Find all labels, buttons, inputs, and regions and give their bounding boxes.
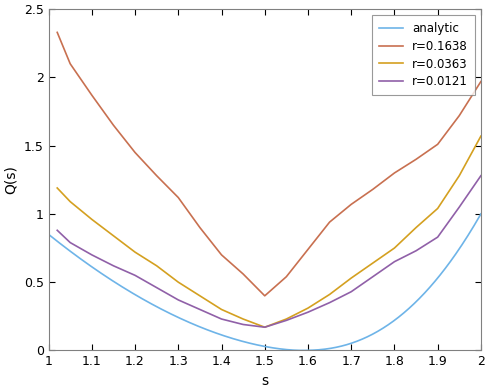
r=0.1638 <box>197 225 203 230</box>
analytic <box>298 348 304 353</box>
analytic <box>45 232 51 237</box>
r=0.0121 <box>369 274 375 279</box>
r=0.1638 <box>54 30 60 35</box>
r=0.1638 <box>218 252 224 257</box>
r=0.0121 <box>477 173 483 178</box>
Line: r=0.0121: r=0.0121 <box>57 176 480 327</box>
r=0.1638 <box>132 150 138 155</box>
r=0.1638 <box>89 93 95 98</box>
r=0.0363 <box>89 217 95 222</box>
r=0.1638 <box>455 113 461 118</box>
r=0.0121 <box>455 205 461 209</box>
r=0.0121 <box>67 240 73 245</box>
analytic <box>279 347 285 352</box>
r=0.1638 <box>110 123 116 127</box>
r=0.0363 <box>132 250 138 254</box>
r=0.0121 <box>283 318 289 323</box>
Y-axis label: Q(s): Q(s) <box>4 165 18 194</box>
r=0.0363 <box>261 325 267 330</box>
r=0.1638 <box>261 294 267 298</box>
r=0.1638 <box>283 274 289 279</box>
r=0.1638 <box>175 195 181 200</box>
r=0.0121 <box>54 228 60 232</box>
r=0.0363 <box>283 317 289 321</box>
r=0.1638 <box>67 62 73 66</box>
r=0.0363 <box>110 233 116 238</box>
r=0.0121 <box>132 273 138 278</box>
analytic <box>303 348 309 353</box>
r=0.0121 <box>347 289 353 294</box>
r=0.0363 <box>175 280 181 285</box>
r=0.0363 <box>67 199 73 204</box>
analytic <box>477 212 483 216</box>
r=0.0121 <box>391 260 397 264</box>
r=0.1638 <box>391 171 397 175</box>
r=0.0363 <box>153 263 159 268</box>
r=0.0363 <box>412 225 418 230</box>
r=0.1638 <box>412 157 418 162</box>
Legend: analytic, r=0.1638, r=0.0363, r=0.0121: analytic, r=0.1638, r=0.0363, r=0.0121 <box>371 15 474 95</box>
Line: r=0.1638: r=0.1638 <box>57 33 480 296</box>
r=0.0121 <box>197 307 203 312</box>
r=0.0363 <box>197 294 203 298</box>
analytic <box>250 342 256 347</box>
r=0.1638 <box>477 79 483 84</box>
r=0.0121 <box>153 285 159 290</box>
r=0.0363 <box>305 306 310 310</box>
r=0.1638 <box>240 272 245 276</box>
r=0.0121 <box>326 300 332 305</box>
r=0.0121 <box>175 298 181 302</box>
r=0.0363 <box>369 261 375 265</box>
r=0.0363 <box>54 186 60 191</box>
r=0.0121 <box>434 235 440 240</box>
r=0.0121 <box>261 325 267 330</box>
Line: r=0.0363: r=0.0363 <box>57 136 480 327</box>
analytic <box>400 310 406 315</box>
r=0.0121 <box>305 310 310 314</box>
r=0.0121 <box>110 263 116 268</box>
r=0.1638 <box>434 142 440 147</box>
r=0.0363 <box>434 206 440 211</box>
r=0.0121 <box>89 252 95 257</box>
r=0.1638 <box>326 220 332 225</box>
r=0.0363 <box>240 317 245 321</box>
Line: analytic: analytic <box>48 214 480 350</box>
r=0.1638 <box>347 202 353 207</box>
r=0.1638 <box>369 187 375 192</box>
r=0.0363 <box>477 134 483 138</box>
r=0.0363 <box>347 276 353 280</box>
r=0.0363 <box>326 292 332 297</box>
r=0.0121 <box>240 322 245 327</box>
r=0.0363 <box>455 173 461 178</box>
analytic <box>468 228 473 232</box>
X-axis label: s: s <box>261 374 268 388</box>
r=0.0121 <box>412 249 418 253</box>
r=0.1638 <box>305 247 310 252</box>
analytic <box>253 343 259 347</box>
r=0.0363 <box>218 307 224 312</box>
r=0.0121 <box>218 317 224 321</box>
r=0.1638 <box>153 173 159 178</box>
r=0.0363 <box>391 246 397 250</box>
